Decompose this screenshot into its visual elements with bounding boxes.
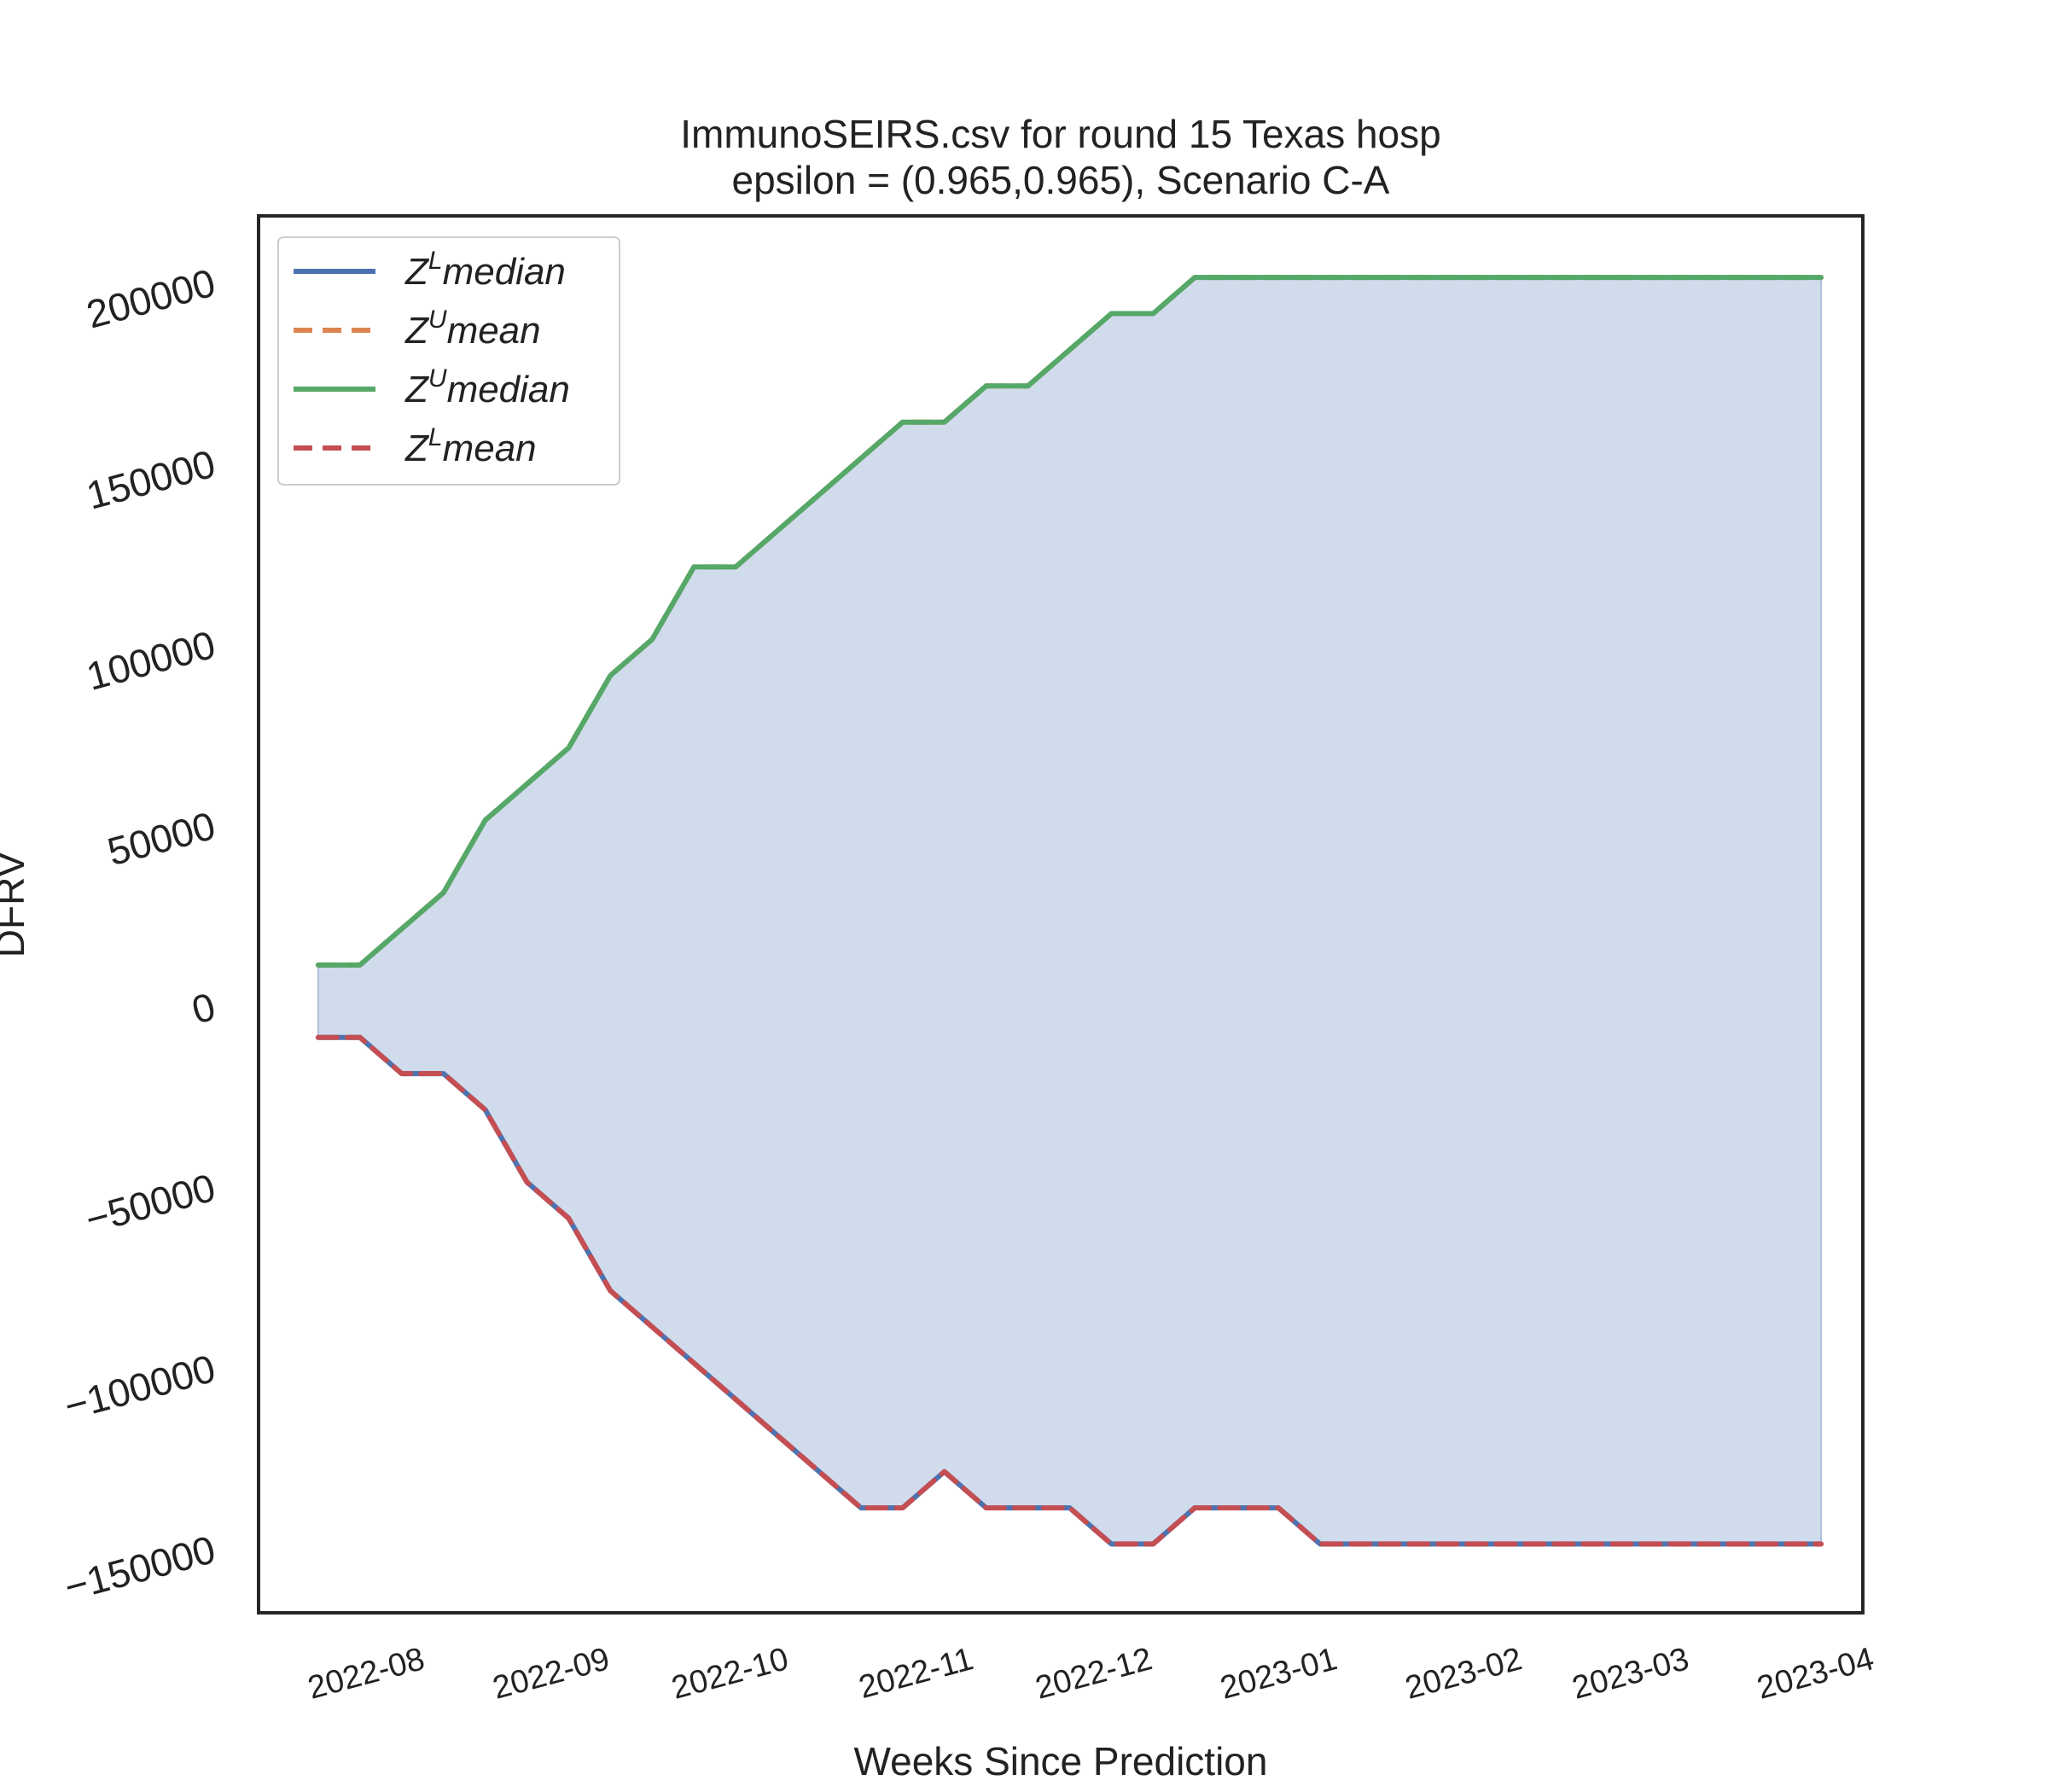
y-axis: −150000 −100000 −50000 0 50000 100000 150000 20… [60,260,220,1609]
plot-area [257,214,1865,1615]
legend-label: ZUmean [404,305,541,352]
x-tick-label: 2023-01 [1217,1641,1341,1707]
y-tick-label: −150000 [60,1527,220,1609]
y-tick-label: 150000 [82,441,220,518]
y-tick-label: 50000 [103,803,220,874]
y-tick-label: 0 [187,984,219,1033]
x-tick-label: 2023-02 [1401,1641,1526,1707]
y-tick-label: −50000 [81,1165,220,1242]
x-tick-label: 2022-12 [1032,1641,1156,1707]
x-tick-label: 2023-04 [1754,1641,1878,1707]
x-tick-label: 2022-11 [855,1641,977,1706]
legend-label: ZUmedian [404,364,570,410]
x-axis-label: Weeks Since Prediction [854,1739,1268,1783]
series-line-z-l-mean [315,1034,1824,1547]
x-axis: 2022-08 2022-09 2022-10 2022-11 2022-12 2023-… [304,1641,1877,1707]
x-tick-label: 2022-09 [489,1641,614,1707]
y-axis-label: DFRV [0,851,32,957]
series-layer [315,275,1824,1547]
y-tick-label: 100000 [82,622,220,699]
legend: ZLmedian ZUmean ZUmedian ZLmean [277,236,620,486]
chart-title-line-2: epsilon = (0.965,0.965), Scenario C-A [732,158,1390,202]
series-line-z-u-median [315,275,1824,968]
y-tick-label: −100000 [60,1346,220,1428]
plot-frame [257,214,1865,1615]
x-tick-label: 2022-10 [668,1641,793,1707]
legend-label: ZLmean [404,423,537,469]
legend-label: ZLmedian [404,247,566,293]
chart-title-line-1: ImmunoSEIRS.csv for round 15 Texas hosp [680,112,1440,156]
y-tick-label: 200000 [82,260,220,337]
legend-box [277,236,620,486]
x-tick-label: 2022-08 [304,1641,428,1707]
x-tick-label: 2023-03 [1568,1641,1693,1707]
